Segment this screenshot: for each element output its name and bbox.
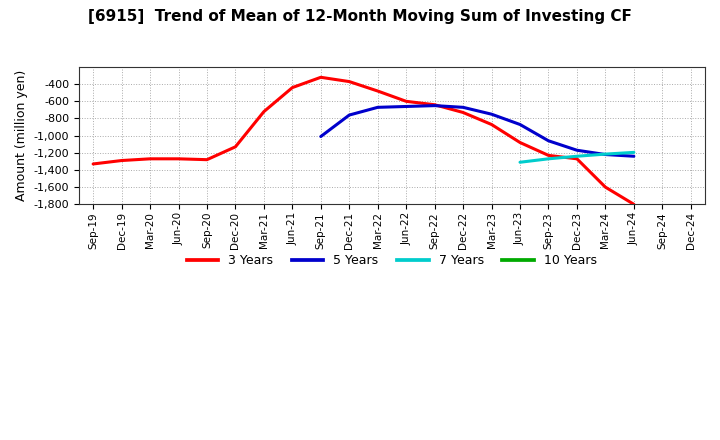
Y-axis label: Amount (million yen): Amount (million yen): [15, 70, 28, 201]
Text: [6915]  Trend of Mean of 12-Month Moving Sum of Investing CF: [6915] Trend of Mean of 12-Month Moving …: [88, 9, 632, 24]
Legend: 3 Years, 5 Years, 7 Years, 10 Years: 3 Years, 5 Years, 7 Years, 10 Years: [182, 249, 602, 272]
